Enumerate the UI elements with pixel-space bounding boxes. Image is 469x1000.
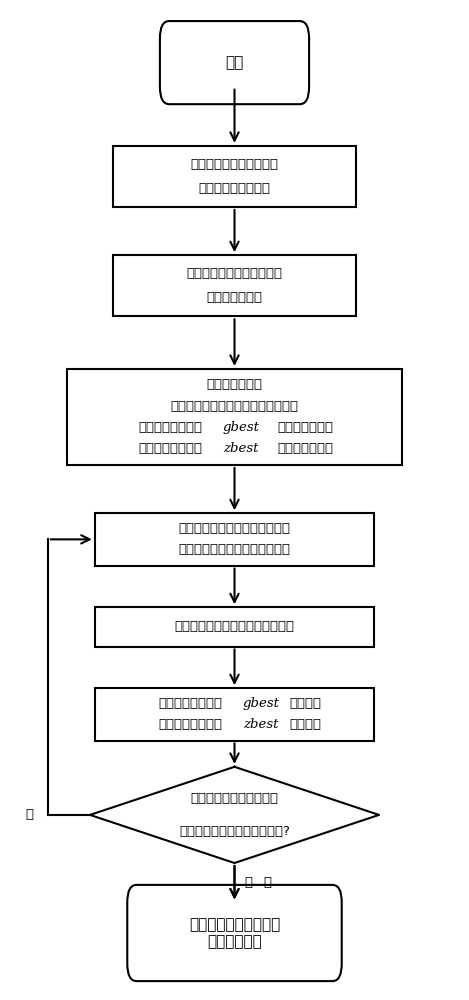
FancyBboxPatch shape <box>95 513 374 566</box>
FancyBboxPatch shape <box>95 688 374 741</box>
Text: 器参数约束条件: 器参数约束条件 <box>206 291 263 304</box>
FancyBboxPatch shape <box>95 607 374 647</box>
Text: 是: 是 <box>263 876 271 889</box>
Text: 由粒子群速度更新公式更新速度: 由粒子群速度更新公式更新速度 <box>179 522 290 535</box>
Text: 及适应度初始值: 及适应度初始值 <box>277 442 333 455</box>
Polygon shape <box>90 767 379 863</box>
Text: gbest: gbest <box>242 697 279 710</box>
Text: 及适应度: 及适应度 <box>289 697 321 710</box>
Text: 给定初始粒子群: 给定初始粒子群 <box>206 378 263 391</box>
Text: 更新种群最优位置: 更新种群最优位置 <box>158 718 222 731</box>
Text: 输出变压器参数辨识值
及相应适应度: 输出变压器参数辨识值 及相应适应度 <box>189 917 280 949</box>
Text: 设置粒子群算法参数及变压: 设置粒子群算法参数及变压 <box>187 267 282 280</box>
Text: zbest: zbest <box>243 718 279 731</box>
Text: 否: 否 <box>25 808 33 821</box>
Text: 及适应度: 及适应度 <box>289 718 321 731</box>
Text: 输入变压器铭牌数据: 输入变压器铭牌数据 <box>198 182 271 195</box>
Text: 由粒子群位置更新公式更新位置: 由粒子群位置更新公式更新位置 <box>179 543 290 556</box>
Text: gbest: gbest <box>223 421 259 434</box>
Text: 由适应度函数评价粒子位置适应度: 由适应度函数评价粒子位置适应度 <box>174 620 295 633</box>
Text: zbest: zbest <box>223 442 259 455</box>
Text: 开始: 开始 <box>226 55 243 70</box>
Text: 是: 是 <box>244 876 252 889</box>
Text: 是否达到最大迭代次数或: 是否达到最大迭代次数或 <box>190 792 279 805</box>
FancyBboxPatch shape <box>127 885 342 981</box>
FancyBboxPatch shape <box>67 369 402 465</box>
FancyBboxPatch shape <box>113 146 356 207</box>
Text: 测量变压器两侧电压电流: 测量变压器两侧电压电流 <box>190 158 279 171</box>
Text: 由适应度函数计算初始粒子群适应度: 由适应度函数计算初始粒子群适应度 <box>171 400 298 413</box>
Text: 种群最优适应度是否满足要求?: 种群最优适应度是否满足要求? <box>179 825 290 838</box>
FancyBboxPatch shape <box>160 21 309 104</box>
FancyBboxPatch shape <box>113 255 356 316</box>
Text: 及适应度初始值: 及适应度初始值 <box>277 421 333 434</box>
Text: 更新个体最优位置: 更新个体最优位置 <box>158 697 222 710</box>
Text: 确定种群最优位置: 确定种群最优位置 <box>138 442 203 455</box>
Text: 确定个体最优位置: 确定个体最优位置 <box>138 421 203 434</box>
